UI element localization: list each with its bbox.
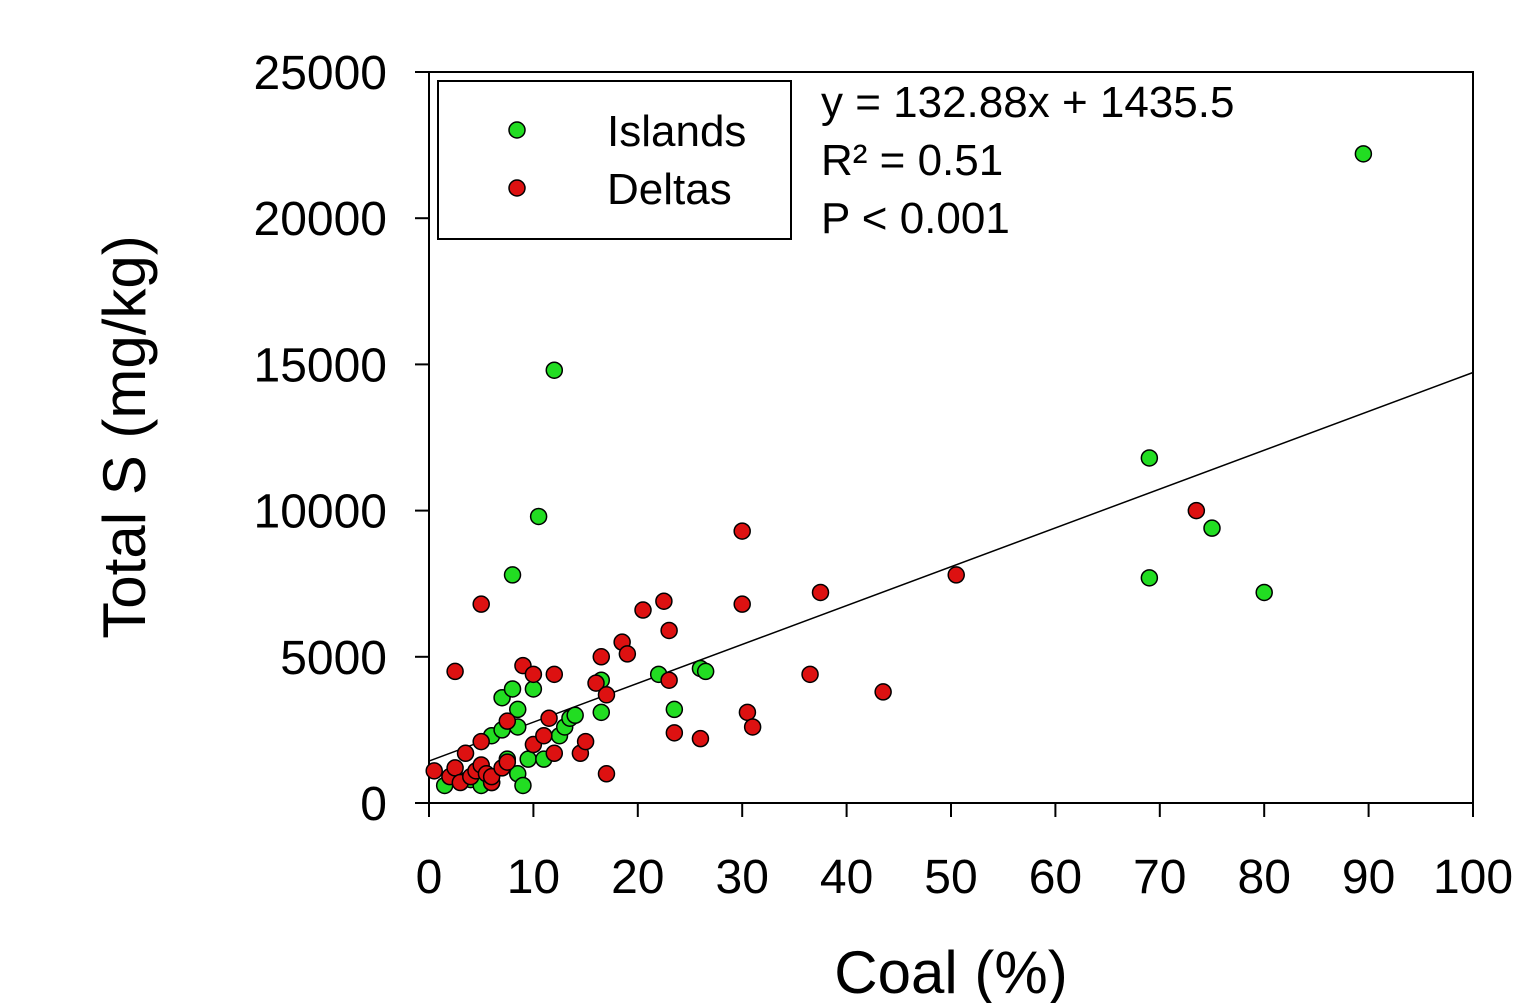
legend-marker-deltas	[508, 179, 526, 197]
x-tick-label: 70	[1133, 851, 1186, 904]
x-tick-label: 100	[1433, 851, 1513, 904]
deltas-point	[665, 724, 684, 742]
deltas-point	[743, 718, 762, 736]
y-tick-label: 0	[360, 778, 387, 831]
deltas-point	[498, 712, 517, 730]
deltas-point	[733, 522, 751, 540]
deltas-point	[660, 621, 678, 640]
islands-point	[1255, 583, 1273, 602]
x-tick-label: 0	[416, 851, 443, 904]
deltas-point	[545, 665, 564, 684]
y-tick-label: 20000	[254, 193, 387, 246]
islands-point	[529, 507, 548, 526]
legend-label-islands: Islands	[607, 107, 746, 156]
legend-entries: Islands Deltas	[508, 107, 746, 214]
islands-point	[592, 703, 611, 722]
deltas-point	[660, 671, 678, 689]
islands-point	[514, 776, 532, 795]
regression-line	[428, 371, 1474, 762]
islands-point	[519, 750, 537, 768]
y-tick-label: 15000	[254, 339, 387, 392]
deltas-point	[597, 765, 616, 783]
legend: Islands Deltas	[437, 80, 792, 240]
islands-point	[696, 662, 715, 681]
regression-annotations: y = 132.88x + 1435.5 R² = 0.51 P < 0.001	[821, 78, 1234, 243]
x-axis-title: Coal (%)	[834, 939, 1067, 1003]
deltas-point	[540, 709, 558, 727]
deltas-point	[801, 665, 819, 684]
deltas-point	[524, 665, 543, 684]
x-tick-label: 20	[611, 851, 664, 904]
x-tick-label: 30	[716, 851, 769, 904]
deltas-point	[576, 732, 595, 751]
deltas-point	[535, 726, 553, 745]
islands-point	[1140, 449, 1159, 467]
legend-marker-islands	[508, 121, 526, 139]
deltas-point	[691, 729, 710, 748]
deltas-point	[472, 732, 490, 751]
islands-point	[524, 680, 543, 698]
x-axis: 0 10 20 30 40 50 60 70 80 90 100	[416, 803, 1513, 904]
deltas-point	[811, 583, 830, 602]
regression-annotation: R² = 0.51	[821, 136, 1003, 185]
deltas-point	[655, 592, 673, 610]
islands-point	[503, 680, 522, 698]
deltas-point	[634, 601, 652, 619]
deltas-point	[425, 762, 443, 780]
deltas-point	[1187, 501, 1206, 520]
islands-point	[665, 700, 684, 719]
x-tick-label: 90	[1342, 851, 1395, 904]
legend-box	[437, 80, 792, 240]
deltas-point	[446, 759, 464, 777]
deltas-point	[545, 744, 564, 763]
x-tick-label: 40	[820, 851, 873, 904]
islands-point	[1140, 569, 1159, 587]
y-tick-label: 10000	[254, 486, 387, 539]
islands-point	[545, 361, 564, 379]
islands-point	[1354, 145, 1373, 163]
y-tick-label: 25000	[254, 47, 387, 100]
trendline-layer	[428, 371, 1474, 762]
islands-point	[503, 566, 522, 584]
y-axis-title: Total S (mg/kg)	[91, 235, 158, 638]
y-axis: 0 5000 10000 15000 20000 25000	[254, 47, 429, 831]
deltas-point	[738, 703, 757, 722]
deltas-point	[472, 595, 490, 613]
islands-point	[566, 706, 584, 725]
x-tick-label: 50	[924, 851, 977, 904]
x-tick-label: 60	[1029, 851, 1082, 904]
deltas-point	[618, 645, 637, 663]
x-tick-label: 10	[507, 851, 560, 904]
deltas-point	[874, 683, 892, 701]
deltas-point	[498, 753, 517, 771]
points-layer	[425, 145, 1373, 795]
regression-annotation: P < 0.001	[821, 194, 1010, 243]
deltas-point	[592, 648, 611, 666]
islands-point	[1203, 519, 1221, 537]
deltas-point	[456, 744, 475, 763]
deltas-point	[587, 674, 605, 692]
deltas-point	[733, 595, 751, 613]
deltas-point	[597, 686, 616, 704]
regression-annotation: y = 132.88x + 1435.5	[821, 78, 1234, 127]
deltas-point	[947, 566, 965, 584]
x-tick-label: 80	[1238, 851, 1291, 904]
deltas-point	[446, 662, 464, 681]
y-tick-label: 5000	[280, 632, 387, 685]
plot-area	[425, 71, 1474, 804]
legend-label-deltas: Deltas	[607, 165, 732, 214]
islands-point	[508, 700, 527, 719]
